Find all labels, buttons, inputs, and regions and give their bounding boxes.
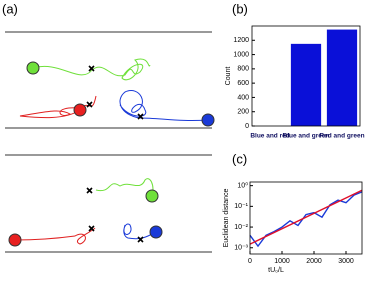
illustration [5,31,215,253]
y-axis-label: Euclidean distance [223,189,230,248]
panel-label: (a) [2,1,18,16]
y-axis-label: Count [225,67,232,86]
panel-label: (c) [232,151,247,166]
y-tick-label: 1000 [233,51,249,58]
bar [290,43,322,126]
y-tick-label: 10⁻² [234,224,248,231]
y-tick-label: 10⁰ [237,181,248,189]
plot-frame [251,25,361,127]
x-tick-label: Red and green [319,133,364,140]
x-axis-label: tU₀/L [268,267,284,274]
x-tick-label: 2000 [306,258,322,265]
y-tick-label: 10⁻³ [234,245,248,252]
y-tick-label: 800 [237,66,249,73]
y-tick-label: 10⁻¹ [234,203,248,210]
x-tick-label: Blue and red [250,133,289,140]
y-tick-label: 1200 [233,37,249,44]
y-tick-label: 0 [245,123,249,130]
line [249,191,363,248]
y-tick-label: 400 [237,94,249,101]
plot-frame [249,181,363,255]
y-tick-label: 200 [237,109,249,116]
x-tick-label: Blue and green [283,133,330,140]
x-tick-label: 0 [248,258,252,265]
bar [326,29,358,127]
y-tick-label: 600 [237,80,249,87]
line [249,189,363,245]
x-tick-label: 1000 [274,258,290,265]
panel-label: (b) [232,1,248,16]
x-tick-label: 3000 [338,258,354,265]
